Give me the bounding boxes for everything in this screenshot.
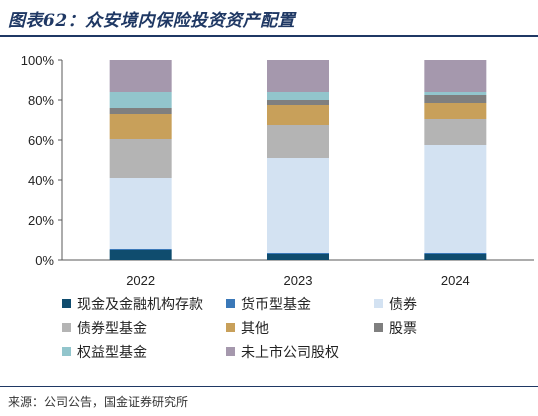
bar-segment-2023-7: [267, 60, 329, 92]
bar-segment-2024-3: [424, 119, 487, 145]
legend-swatch: [62, 347, 71, 356]
source-divider: [0, 386, 538, 387]
x-tick-label: 2023: [284, 273, 313, 288]
legend-label: 股票: [389, 320, 417, 336]
legend-swatch: [226, 299, 235, 308]
bar-segment-2022-1: [109, 249, 172, 250]
bar-segment-2023-0: [267, 254, 329, 260]
bar-segment-2023-6: [267, 92, 329, 100]
bar-segment-2024-1: [424, 253, 487, 254]
bar-segment-2024-0: [424, 254, 487, 260]
bar-segment-2023-5: [267, 100, 329, 105]
source-note: 来源：公司公告，国金证券研究所: [8, 395, 189, 409]
legend-swatch: [226, 347, 235, 356]
bar-segment-2023-1: [267, 253, 329, 254]
y-tick-label: 40%: [28, 173, 54, 188]
bar-segment-2022-0: [109, 250, 172, 260]
stacked-bar-chart: 0% 20% 40% 60% 80% 100% 2022 2023 2024 现金及金融机构存款 货…: [21, 53, 534, 360]
x-tick-label: 2022: [126, 273, 155, 288]
legend-label: 债券: [389, 296, 417, 312]
legend-label: 权益型基金: [77, 344, 147, 360]
bar-segment-2023-2: [267, 158, 329, 253]
x-tick-label: 2024: [441, 273, 470, 288]
bar-segment-2023-4: [267, 105, 329, 125]
bar-segment-2022-2: [109, 178, 172, 249]
legend-label: 货币型基金: [241, 296, 311, 312]
y-tick-label: 100%: [21, 53, 55, 68]
legend-swatch: [374, 299, 383, 308]
bar-segment-2023-3: [267, 125, 329, 158]
y-tick-label: 0%: [35, 253, 54, 268]
bar-segment-2024-4: [424, 103, 487, 119]
y-tick-label: 60%: [28, 133, 54, 148]
bar-segment-2024-2: [424, 145, 487, 253]
legend-label: 现金及金融机构存款: [77, 296, 203, 312]
legend-label: 债券型基金: [77, 320, 147, 336]
bar-segment-2022-5: [109, 108, 172, 114]
chart-title: 图表62：众安境内保险投资资产配置: [8, 11, 296, 31]
legend-swatch: [374, 323, 383, 332]
bar-segment-2022-7: [109, 60, 172, 92]
legend-label: 未上市公司股权: [241, 344, 339, 360]
bar-segment-2024-7: [424, 60, 487, 92]
legend-swatch: [62, 299, 71, 308]
bar-segment-2022-4: [109, 114, 172, 139]
y-tick-label: 80%: [28, 93, 54, 108]
title-divider: [0, 35, 538, 37]
legend-label: 其他: [241, 320, 269, 336]
bar-segment-2022-6: [109, 92, 172, 108]
bar-segment-2024-5: [424, 95, 487, 103]
legend-swatch: [62, 323, 71, 332]
y-tick-label: 20%: [28, 213, 54, 228]
bar-segment-2022-3: [109, 139, 172, 178]
legend-swatch: [226, 323, 235, 332]
bar-segment-2024-6: [424, 92, 487, 95]
